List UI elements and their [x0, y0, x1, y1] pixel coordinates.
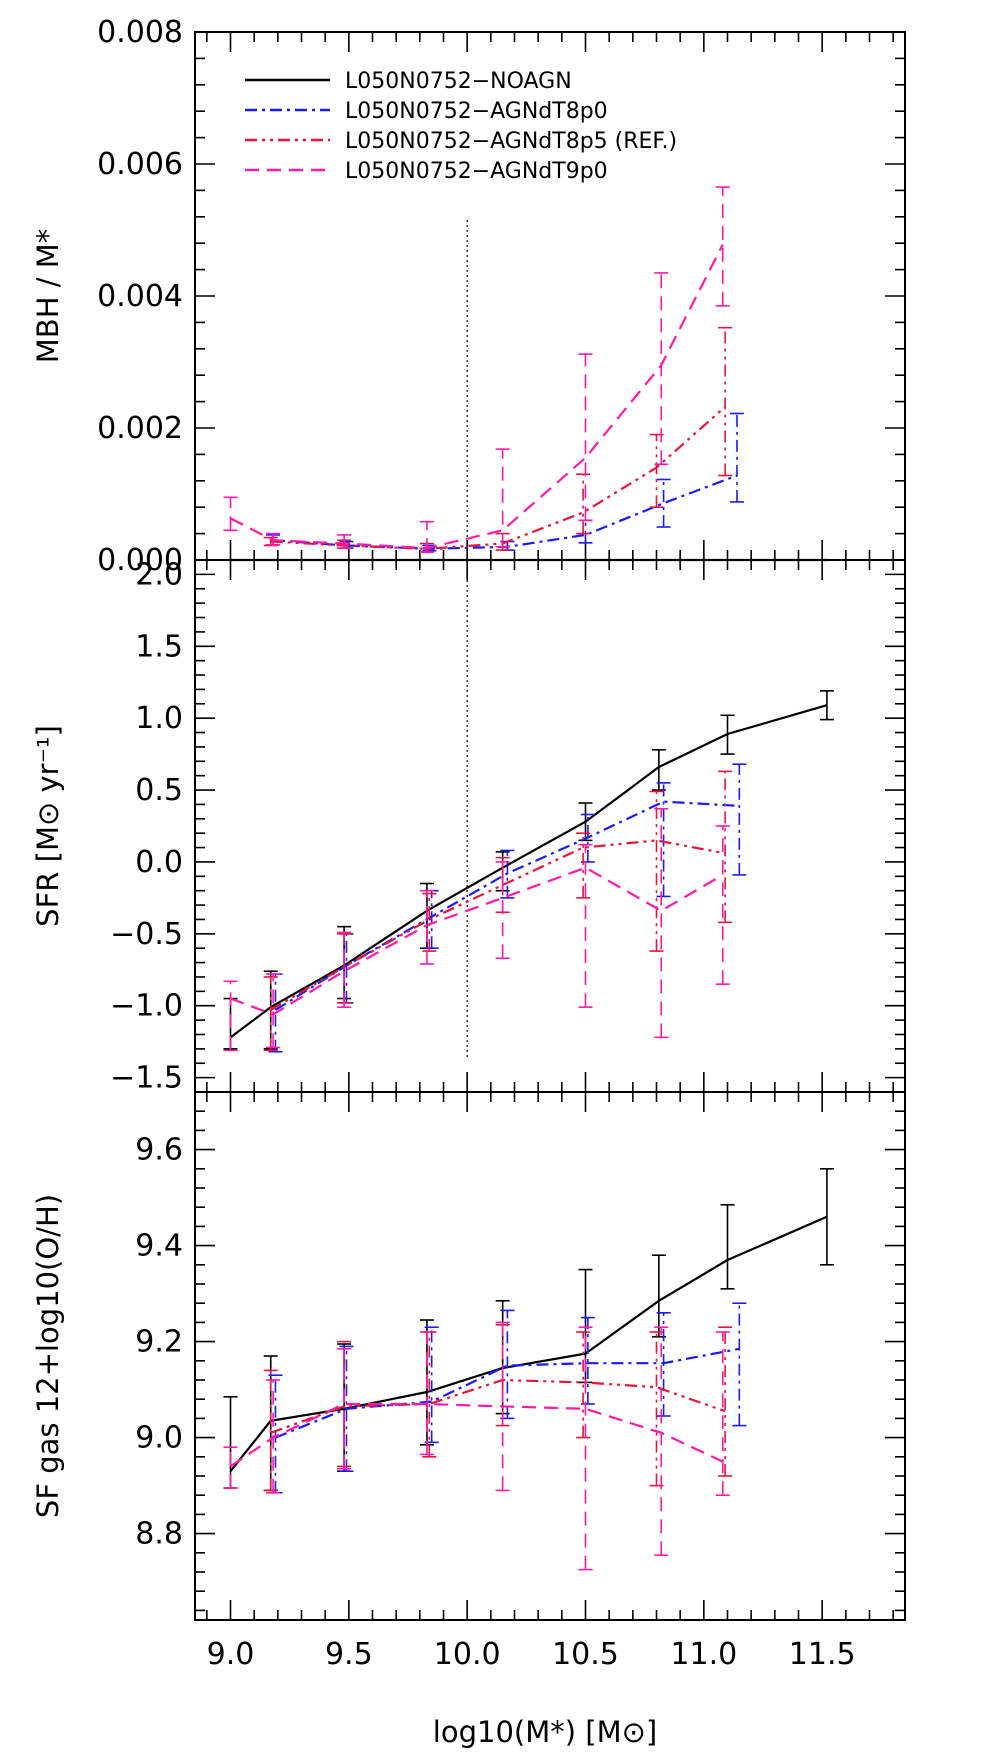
y-tick-label: 0.002 — [97, 411, 183, 446]
y-tick-label: 9.0 — [135, 1421, 183, 1456]
panel-middle: −1.5 −1.0 −0.5 0.0 0.5 1.0 1.5 2.0 SFR [M⊙ yr⁻¹] — [31, 557, 906, 1096]
series-0 — [223, 690, 834, 1050]
series-2 — [263, 770, 733, 1052]
series-3 — [223, 807, 730, 1052]
series-0 — [223, 1168, 834, 1492]
series-line — [273, 474, 738, 550]
y-tick-label: 2.0 — [135, 557, 183, 592]
panel-top: 0.000 0.002 0.004 0.006 0.008 MBH / M* L050N07… — [31, 15, 906, 578]
series-3 — [223, 1321, 730, 1571]
y-tick-label: 0.006 — [97, 147, 183, 182]
y-tick-label: 0.008 — [97, 15, 183, 50]
y-axis-label: MBH / M* — [31, 229, 65, 363]
series-3 — [223, 186, 730, 553]
y-tick-label: 0.0 — [135, 845, 183, 880]
plot-frame — [194, 559, 906, 1093]
legend-entry: L050N0752−AGNdT8p0 — [345, 99, 608, 124]
y-tick-label: 0.004 — [97, 279, 183, 314]
series-line — [229, 1215, 828, 1472]
x-tick-label: 11.5 — [789, 1637, 856, 1672]
x-tick-label: 10.5 — [552, 1637, 619, 1672]
x-tick-label: 11.0 — [670, 1637, 737, 1672]
y-tick-label: 1.0 — [135, 701, 183, 736]
series-1 — [266, 412, 744, 552]
legend-entry: L050N0752−NOAGN — [345, 69, 572, 94]
x-axis-label: log10(M*) [M⊙] — [433, 1715, 657, 1749]
series-line — [229, 704, 828, 1039]
y-tick-label: 8.8 — [135, 1517, 183, 1552]
series-1 — [268, 763, 747, 1053]
y-axis-label: SFR [M⊙ yr⁻¹] — [31, 725, 65, 927]
plot-frame — [194, 1091, 906, 1621]
legend-entry: L050N0752−AGNdT9p0 — [345, 159, 608, 184]
series-line — [274, 800, 740, 1011]
x-tick-label: 9.0 — [207, 1637, 255, 1672]
y-tick-label: 0.5 — [135, 773, 183, 808]
x-tick-label: 9.5 — [325, 1637, 373, 1672]
y-tick-label: −1.5 — [110, 1061, 183, 1096]
series-line — [229, 244, 724, 550]
y-tick-label: −0.5 — [110, 917, 183, 952]
series-line — [230, 866, 724, 1016]
y-tick-label: 9.6 — [135, 1133, 183, 1168]
y-tick-label: −1.0 — [110, 989, 183, 1024]
series-line — [229, 1402, 724, 1468]
y-tick-label: 0.000 — [97, 543, 183, 578]
y-tick-label: 1.5 — [135, 629, 183, 664]
panel-bottom: 8.8 9.0 9.2 9.4 9.6 SF gas 12+log10(O/H) 9.0 9.… — [31, 1091, 906, 1672]
y-tick-label: 9.2 — [135, 1325, 183, 1360]
series-1 — [268, 1302, 747, 1494]
x-tick-label: 10.0 — [434, 1637, 501, 1672]
y-tick-label: 9.4 — [135, 1229, 183, 1264]
legend-entry: L050N0752−AGNdT8p5 (REF.) — [345, 129, 677, 154]
legend: L050N0752−NOAGN L050N0752−AGNdT8p0 L050N07… — [245, 69, 677, 184]
y-axis-label: SF gas 12+log10(O/H) — [31, 1194, 65, 1518]
